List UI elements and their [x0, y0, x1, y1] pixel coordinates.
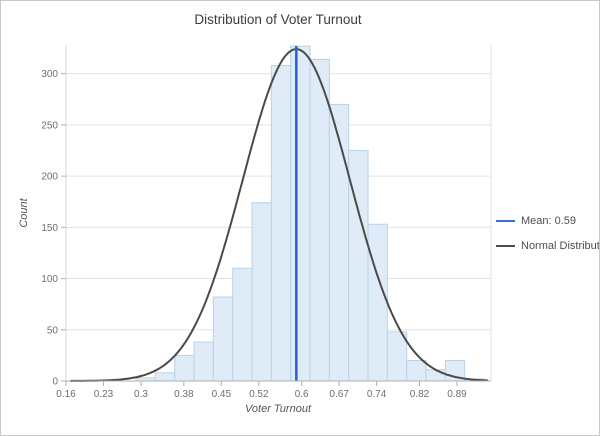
- legend: Mean: 0.59 Normal Distribution: [496, 215, 600, 252]
- legend-label-mean: Mean: 0.59: [521, 215, 577, 227]
- x-tick-label: 0.52: [249, 389, 269, 400]
- x-tick-label: 0.67: [329, 389, 349, 400]
- histogram-bar: [367, 223, 388, 382]
- x-tick-label: 0.82: [410, 389, 430, 400]
- x-tick-label: 0.38: [174, 389, 194, 400]
- x-axis-title: Voter Turnout: [245, 403, 312, 415]
- histogram-bar: [386, 331, 408, 382]
- histogram-bar: [212, 296, 234, 382]
- x-tick-label: 0.3: [134, 389, 148, 400]
- histogram-bar: [174, 354, 195, 382]
- y-tick-label: 50: [47, 325, 59, 336]
- y-tick-label: 250: [41, 120, 58, 131]
- histogram-bar: [232, 267, 253, 382]
- mean-line-swatch: [496, 220, 515, 222]
- legend-item-normal-distribution: Normal Distribution: [496, 240, 600, 252]
- y-tick-label: 0: [52, 377, 58, 388]
- y-tick-label: 300: [41, 69, 58, 80]
- histogram-bar: [328, 103, 350, 382]
- y-axis-title: Count: [18, 197, 30, 227]
- histogram-bar: [251, 202, 272, 382]
- histogram-bar: [193, 341, 214, 382]
- histogram-bar: [309, 58, 330, 382]
- legend-label-normal-distribution: Normal Distribution: [521, 240, 600, 252]
- histogram-bar: [406, 360, 427, 382]
- histogram-bar: [154, 372, 176, 382]
- x-tick-label: 0.45: [212, 389, 232, 400]
- y-tick-label: 200: [41, 172, 58, 183]
- y-tick-label: 100: [41, 274, 58, 285]
- x-tick-label: 0.74: [367, 389, 387, 400]
- normal-distribution-swatch: [496, 245, 515, 247]
- chart-title: Distribution of Voter Turnout: [194, 12, 362, 27]
- histogram-bar: [425, 369, 446, 382]
- x-tick-label: 0.89: [447, 389, 467, 400]
- legend-item-mean: Mean: 0.59: [496, 215, 599, 227]
- x-tick-label: 0.16: [56, 389, 76, 400]
- histogram-bar: [290, 45, 311, 382]
- histogram-bar: [270, 64, 292, 382]
- y-tick-label: 150: [41, 223, 58, 234]
- normal-curve-line: [70, 48, 489, 382]
- x-tick-label: 0.6: [295, 389, 309, 400]
- x-tick-label: 0.23: [94, 389, 114, 400]
